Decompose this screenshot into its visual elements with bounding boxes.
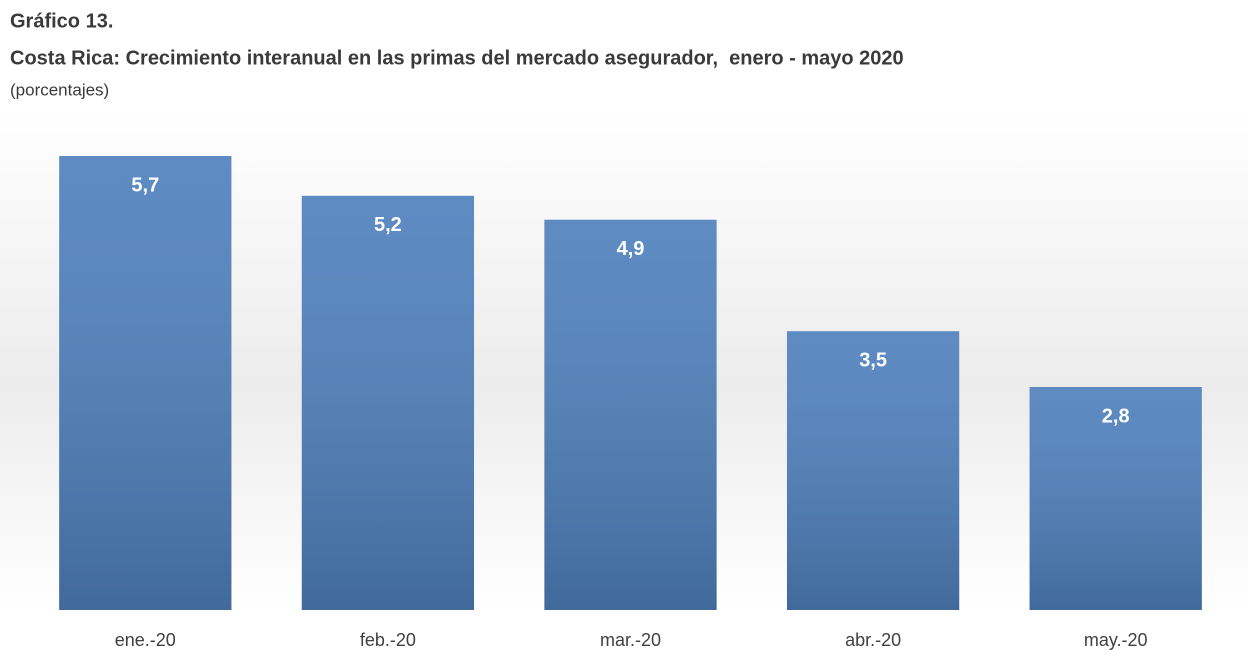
- value-label: 5,2: [374, 214, 402, 236]
- x-tick-label: may.-20: [1084, 630, 1148, 650]
- chart-subtitle: Costa Rica: Crecimiento interanual en la…: [10, 47, 904, 69]
- value-label: 2,8: [1102, 405, 1130, 427]
- bar-shade: [544, 219, 717, 610]
- value-label: 4,9: [617, 238, 645, 260]
- x-tick-label: ene.-20: [115, 630, 176, 650]
- value-label: 5,7: [131, 174, 159, 196]
- x-tick-label: mar.-20: [600, 630, 661, 650]
- bar-shade: [1029, 386, 1202, 610]
- bar-shade: [301, 195, 475, 610]
- bar-shade: [786, 331, 960, 610]
- value-label: 3,5: [859, 350, 887, 372]
- x-tick-label: abr.-20: [845, 630, 901, 650]
- x-tick-label: feb.-20: [360, 630, 416, 650]
- bar-shade: [59, 156, 232, 610]
- chart-title: Gráfico 13.: [10, 10, 113, 32]
- chart-note: (porcentajes): [10, 80, 109, 99]
